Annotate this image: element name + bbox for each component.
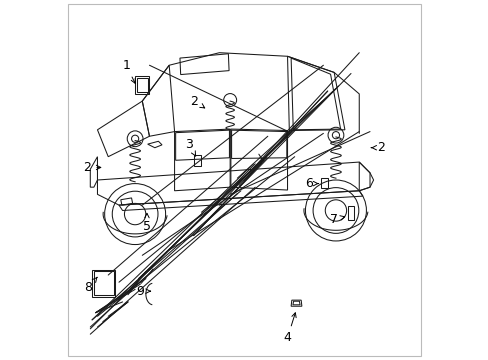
Text: 2: 2: [370, 141, 384, 154]
Text: 2: 2: [83, 161, 101, 174]
Text: 9: 9: [136, 285, 150, 298]
Text: 1: 1: [122, 59, 135, 83]
Text: 3: 3: [184, 138, 195, 156]
Text: 6: 6: [305, 177, 318, 190]
Text: 8: 8: [84, 277, 97, 294]
Text: 4: 4: [283, 313, 296, 344]
Text: 7: 7: [329, 213, 344, 226]
Text: 5: 5: [142, 213, 151, 233]
Text: 2: 2: [190, 95, 204, 108]
